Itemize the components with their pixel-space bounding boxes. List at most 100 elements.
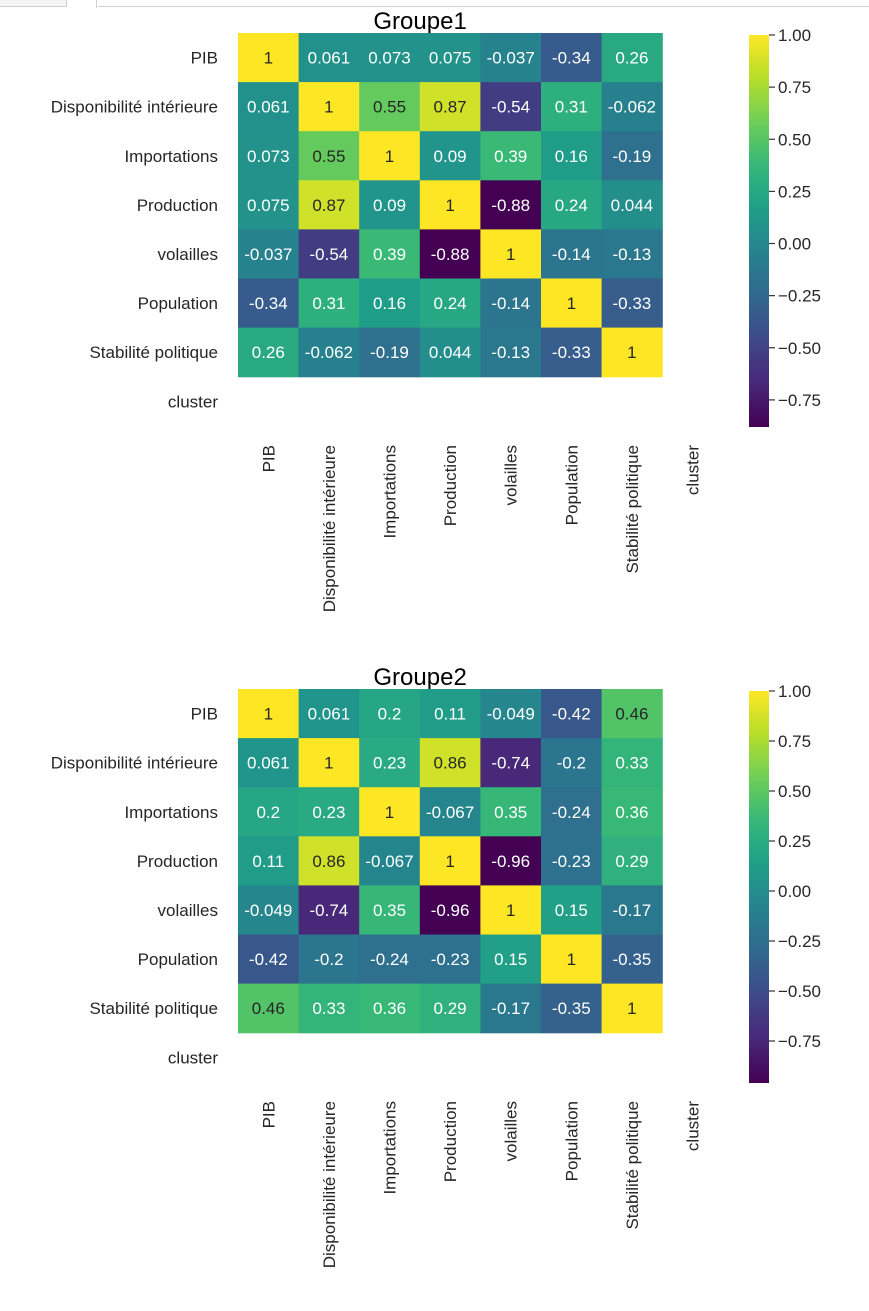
cell-disponibilite-interieure-disponibilite-interieure — [298, 738, 360, 788]
cell-volailles-importations — [359, 885, 421, 936]
cell-stabilite-politique-volailles — [480, 327, 542, 378]
colorbar-tick-label: 0.25 — [778, 182, 811, 201]
cell-production-disponibilite-interieure — [298, 836, 360, 886]
col-label-volailles: volailles — [502, 1101, 521, 1161]
row-label-volailles: volailles — [158, 245, 218, 264]
heatmap-groupe1-svg: Groupe1 1 0.061 0.073 0.075 -0.037 -0.34 0.26 0.… — [51, 8, 821, 612]
divider — [98, 6, 869, 7]
cell-importations-volailles — [480, 787, 542, 837]
cell-production-disponibilite-interieure — [298, 180, 360, 230]
cell-value-label: -0.23 — [552, 852, 591, 871]
cell-value-label: 0.35 — [373, 901, 406, 920]
cell-stabilite-politique-stabilite-politique — [601, 327, 663, 378]
colorbar-tick-label: 1.00 — [778, 682, 811, 701]
cell-value-label: 0.15 — [494, 950, 527, 969]
cell-value-label: -0.24 — [370, 950, 409, 969]
cell-value-label: 0.075 — [429, 49, 472, 68]
heatmap-groupe1: Groupe1 1 0.061 0.073 0.075 -0.037 -0.34 0.26 0.… — [0, 0, 869, 650]
cell-volailles-disponibilite-interieure — [298, 229, 360, 280]
cell-stabilite-politique-pib — [238, 327, 300, 378]
row-label-stabilite-politique: Stabilité politique — [89, 999, 218, 1018]
row-label-cluster: cluster — [168, 1048, 218, 1067]
cell-value-label: 1 — [567, 950, 576, 969]
colorbar-tick-label: 1.00 — [778, 26, 811, 45]
cell-value-label: -0.037 — [244, 245, 292, 264]
cell-disponibilite-interieure-importations — [359, 738, 421, 788]
cell-population-importations — [359, 278, 421, 329]
cell-value-label: 0.044 — [611, 196, 654, 215]
row-label-pib: PIB — [191, 705, 218, 724]
cell-value-label: 0.86 — [312, 852, 345, 871]
cell-value-label: -0.19 — [613, 147, 652, 166]
cell-value-label: -0.74 — [310, 901, 349, 920]
col-label-stabilite-politique: Stabilité politique — [623, 1101, 642, 1230]
cell-pib-population — [541, 33, 603, 83]
cell-disponibilite-interieure-importations — [359, 82, 421, 132]
cell-production-importations — [359, 836, 421, 886]
cell-population-disponibilite-interieure — [298, 278, 360, 329]
cell-value-label: 0.46 — [252, 999, 285, 1018]
cell-value-label: -0.062 — [305, 343, 353, 362]
cell-pib-production — [419, 33, 481, 83]
cell-production-population — [541, 836, 603, 886]
cell-disponibilite-interieure-disponibilite-interieure — [298, 82, 360, 132]
cell-disponibilite-interieure-stabilite-politique — [601, 82, 663, 132]
colorbar — [749, 35, 769, 427]
row-label-production: Production — [137, 852, 218, 871]
cell-value-label: -0.17 — [613, 901, 652, 920]
cell-value-label: 0.16 — [555, 147, 588, 166]
cell-pib-importations — [359, 689, 421, 739]
cell-value-label: -0.54 — [491, 98, 530, 117]
cell-volailles-disponibilite-interieure — [298, 885, 360, 936]
cell-volailles-pib — [238, 229, 300, 280]
cell-importations-pib — [238, 131, 300, 181]
col-label-cluster: cluster — [684, 445, 703, 495]
cell-value-label: 0.33 — [312, 999, 345, 1018]
cell-stabilite-politique-disponibilite-interieure — [298, 983, 360, 1034]
cell-value-label: 0.09 — [373, 196, 406, 215]
cell-value-label: -0.049 — [244, 901, 292, 920]
cell-stabilite-politique-stabilite-politique — [601, 983, 663, 1034]
cell-value-label: 0.36 — [373, 999, 406, 1018]
cell-value-label: 0.29 — [434, 999, 467, 1018]
col-label-population: Population — [562, 445, 581, 525]
colorbar-tick-label: 0.25 — [778, 832, 811, 851]
cell-stabilite-politique-volailles — [480, 983, 542, 1034]
colorbar-tick-label: 0.75 — [778, 732, 811, 751]
cell-value-label: 0.87 — [434, 98, 467, 117]
cell-volailles-volailles — [480, 229, 542, 280]
cell-population-pib — [238, 278, 300, 329]
colorbar-tick-label: −0.50 — [778, 982, 821, 1001]
cell-value-label: 0.46 — [615, 705, 648, 724]
cell-value-label: 0.87 — [312, 196, 345, 215]
cell-value-label: 0.073 — [368, 49, 411, 68]
cell-production-production — [419, 180, 481, 230]
cell-value-label: -0.17 — [491, 999, 530, 1018]
cell-volailles-importations — [359, 229, 421, 280]
col-label-pib: PIB — [259, 1101, 278, 1128]
cell-production-production — [419, 836, 481, 886]
chart-title: Groupe1 — [373, 8, 466, 35]
cell-importations-disponibilite-interieure — [298, 787, 360, 837]
colorbar — [749, 691, 769, 1083]
cell-value-label: 0.061 — [247, 754, 290, 773]
cell-value-label: 0.26 — [615, 49, 648, 68]
col-label-disponibilite-interieure: Disponibilité intérieure — [320, 1101, 339, 1268]
cell-population-importations — [359, 934, 421, 985]
cell-importations-production — [419, 787, 481, 837]
cell-value-label: -0.35 — [613, 950, 652, 969]
cell-value-label: 0.044 — [429, 343, 472, 362]
cell-value-label: -0.049 — [487, 705, 535, 724]
cell-value-label: -0.13 — [491, 343, 530, 362]
heatmap-groupe2-svg: Groupe2 1 0.061 0.2 0.11 -0.049 -0.42 0.46 0.061… — [51, 664, 821, 1268]
cell-value-label: -0.96 — [491, 852, 530, 871]
cell-stabilite-politique-production — [419, 327, 481, 378]
cell-disponibilite-interieure-population — [541, 738, 603, 788]
col-label-volailles: volailles — [502, 445, 521, 505]
row-label-volailles: volailles — [158, 901, 218, 920]
cell-value-label: 0.55 — [373, 98, 406, 117]
cell-production-pib — [238, 180, 300, 230]
cell-pib-pib — [238, 689, 300, 739]
cell-value-label: 0.075 — [247, 196, 290, 215]
cell-value-label: 0.86 — [434, 754, 467, 773]
